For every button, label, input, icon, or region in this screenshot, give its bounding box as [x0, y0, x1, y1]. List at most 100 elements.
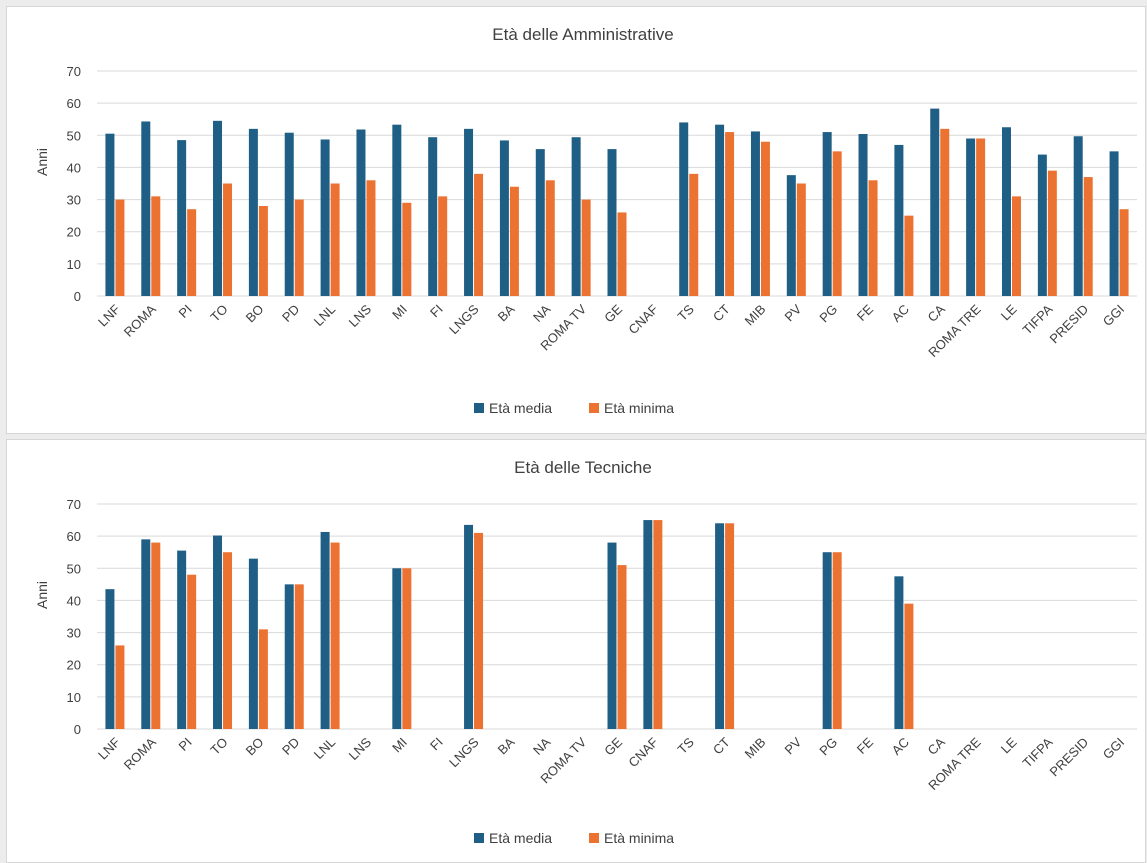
x-tick-label: TO: [207, 735, 230, 758]
bar-eta-media: [141, 121, 151, 296]
bar-eta-minima: [976, 138, 986, 296]
bar-eta-minima: [1047, 170, 1057, 296]
y-tick-label: 70: [67, 64, 81, 79]
bar-eta-minima: [258, 206, 268, 296]
bar-eta-minima: [509, 186, 519, 296]
x-tick-label: CA: [925, 301, 949, 325]
y-tick-label: 40: [67, 160, 81, 175]
x-tick-label: GE: [601, 301, 625, 325]
x-tick-label: LNS: [346, 734, 375, 763]
bar-eta-minima: [115, 645, 125, 729]
bar-eta-minima: [653, 520, 663, 729]
bar-eta-media: [284, 584, 294, 729]
bar-eta-minima: [581, 199, 591, 296]
bar-eta-minima: [115, 199, 125, 296]
bar-eta-minima: [832, 151, 842, 296]
bar-eta-minima: [904, 215, 914, 296]
chart-tecniche: Età delle Tecniche Anni 010203040506070 …: [34, 458, 1137, 846]
y-tick-label: 30: [67, 193, 81, 208]
x-tick-label: TS: [674, 301, 697, 324]
bar-eta-minima: [796, 183, 806, 296]
bar-eta-minima: [223, 552, 233, 729]
bar-eta-media: [715, 523, 725, 729]
y-tick-label: 0: [74, 289, 81, 304]
gridlines: [97, 70, 1137, 297]
y-tick-labels: 0 10 20 30 40 50 60 70: [67, 64, 81, 304]
x-tick-label: LNF: [95, 301, 123, 329]
x-tick-label: TO: [207, 302, 230, 325]
bar-eta-minima: [330, 542, 340, 729]
x-tick-label: BO: [243, 302, 267, 326]
bar-eta-minima: [689, 173, 699, 296]
bar-eta-media: [715, 124, 725, 296]
bar-eta-minima: [617, 565, 627, 729]
bar-eta-media: [750, 131, 760, 296]
bar-eta-media: [1109, 151, 1119, 296]
bar-eta-minima: [402, 568, 412, 729]
x-tick-label: BO: [243, 735, 267, 759]
chart-title: Età delle Tecniche: [514, 458, 652, 477]
bar-eta-media: [213, 120, 223, 296]
bar-eta-media: [822, 132, 832, 296]
bar-eta-media: [284, 132, 294, 296]
legend-swatch-media: [474, 403, 484, 413]
bar-eta-media: [1001, 127, 1011, 296]
y-tick-label: 40: [67, 593, 81, 608]
x-tick-label: FE: [854, 734, 877, 757]
x-tick-label: LNF: [95, 734, 123, 762]
bar-eta-minima: [904, 603, 914, 729]
x-tick-label: LNGS: [446, 301, 482, 337]
bar-eta-media: [428, 137, 438, 296]
y-tick-label: 50: [67, 128, 81, 143]
x-tick-label: MIB: [742, 302, 769, 329]
legend-swatch-minima: [589, 403, 599, 413]
bar-eta-media: [499, 140, 509, 296]
bar-eta-media: [392, 124, 402, 296]
y-axis-label: Anni: [34, 581, 50, 609]
bar-eta-media: [535, 149, 545, 296]
x-tick-label: ROMA: [121, 734, 159, 772]
bar-eta-media: [392, 568, 402, 729]
bar-eta-media: [248, 128, 258, 296]
x-tick-label: PD: [279, 302, 302, 325]
x-tick-label: ROMA: [121, 301, 159, 339]
bar-eta-minima: [187, 209, 197, 296]
bar-eta-minima: [545, 180, 555, 296]
gridlines: [97, 503, 1137, 730]
y-tick-labels: 0 10 20 30 40 50 60 70: [67, 497, 81, 737]
x-tick-label: CT: [710, 734, 733, 757]
bar-eta-media: [822, 552, 832, 729]
bar-eta-minima: [438, 196, 448, 296]
legend-label-minima: Età minima: [604, 830, 674, 846]
y-tick-label: 60: [67, 529, 81, 544]
x-tick-label: PG: [816, 302, 840, 326]
x-tick-label: PI: [175, 735, 194, 754]
bar-eta-minima: [330, 183, 340, 296]
bar-eta-media: [320, 531, 330, 729]
legend-swatch-minima: [589, 833, 599, 843]
bars: [105, 108, 1129, 296]
bar-eta-minima: [151, 196, 161, 296]
x-tick-label: CA: [925, 734, 949, 758]
bar-eta-minima: [940, 128, 950, 296]
x-tick-label: AC: [889, 302, 912, 325]
x-tick-label: PI: [175, 302, 194, 321]
bar-eta-minima: [760, 141, 770, 296]
bar-eta-media: [966, 138, 976, 296]
bar-eta-media: [894, 576, 904, 729]
x-tick-label: PD: [279, 735, 302, 758]
bar-eta-minima: [223, 183, 233, 296]
x-tick-label: TS: [674, 734, 697, 757]
y-tick-label: 50: [67, 561, 81, 576]
x-tick-label: GGI: [1100, 735, 1127, 762]
x-tick-label: CNAF: [625, 301, 661, 337]
bar-eta-minima: [294, 199, 304, 296]
bar-eta-media: [213, 535, 223, 729]
bar-eta-minima: [402, 202, 412, 296]
legend-label-minima: Età minima: [604, 400, 674, 416]
x-tick-label: PRESID: [1046, 735, 1091, 780]
x-tick-label: PG: [816, 735, 840, 759]
x-tick-label: LNL: [311, 735, 338, 762]
legend-swatch-media: [474, 833, 484, 843]
